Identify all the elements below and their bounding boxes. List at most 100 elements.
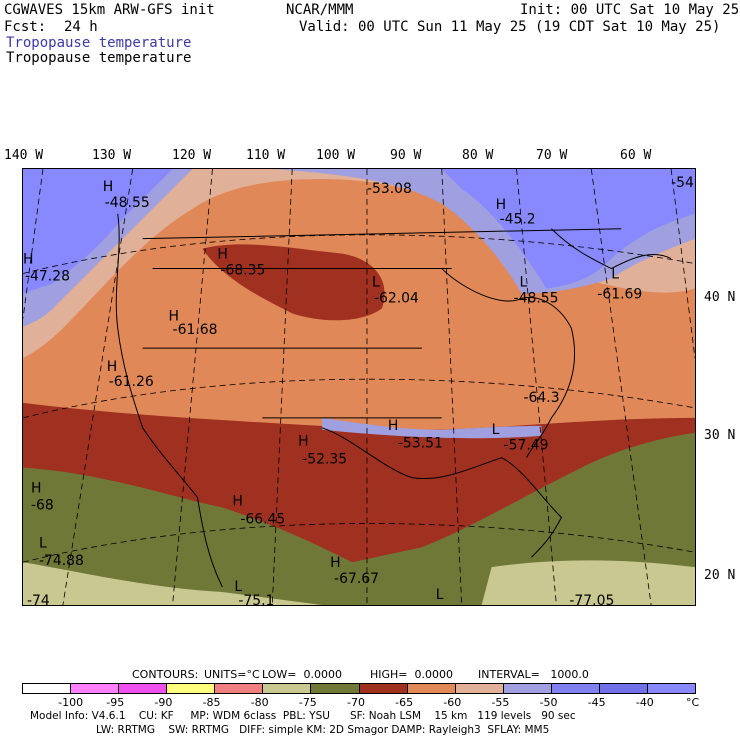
map-value: -45.2 <box>500 212 536 228</box>
colorbar-swatch <box>311 684 360 693</box>
field-minus75-west <box>23 562 323 605</box>
map-value: -67.67 <box>334 571 379 587</box>
contours-low: LOW= 0.0000 <box>262 668 342 681</box>
colorbar-swatch <box>359 684 408 693</box>
colorbar-tick-label: -45 <box>587 696 606 709</box>
map-value: -74 <box>27 593 50 606</box>
lon-label: 100 W <box>316 148 356 163</box>
colorbar-swatch <box>167 684 216 693</box>
colorbar-tick-label: -75 <box>298 696 317 709</box>
lon-label: 140 W <box>4 148 44 163</box>
map-value: -74.88 <box>39 553 84 569</box>
map-symbol: H <box>232 493 242 509</box>
map-symbol: L <box>611 267 619 283</box>
lon-label: 80 W <box>462 148 494 163</box>
map-value: -64.3 <box>524 390 560 406</box>
map-symbol: H <box>496 197 506 213</box>
colorbar-tick-label: -55 <box>491 696 510 709</box>
valid-time: Valid: 00 UTC Sun 11 May 25 (19 CDT Sat … <box>299 19 721 35</box>
fcst-value: 24 h <box>64 19 98 35</box>
lat-label: 40 N <box>704 290 736 305</box>
colorbar-tick-label: -90 <box>154 696 173 709</box>
map-symbol: H <box>31 481 41 497</box>
lon-label: 60 W <box>620 148 652 163</box>
map-value: -66.45 <box>240 511 285 527</box>
model-title: CGWAVES 15km ARW-GFS init <box>4 2 215 18</box>
field-minus45-west <box>23 169 173 294</box>
colorbar-swatch <box>119 684 168 693</box>
colorbar-tick-label: -85 <box>202 696 221 709</box>
field-title-blue: Tropopause temperature <box>6 35 192 51</box>
field-minus75-east <box>481 560 695 605</box>
field-minus50-mid <box>322 417 542 439</box>
map-symbol: H <box>330 555 340 571</box>
colorbar-tick-label: -80 <box>250 696 269 709</box>
colorbar-tick-label: -95 <box>106 696 125 709</box>
map-value: -61.69 <box>597 286 642 302</box>
map-value: -53.08 <box>367 181 412 197</box>
colorbar-swatch <box>71 684 120 693</box>
colorbar-tick-label: -60 <box>443 696 462 709</box>
map-symbol: H <box>217 247 227 263</box>
lon-label: 70 W <box>536 148 568 163</box>
map-symbol: L <box>492 422 500 438</box>
map-symbol: L <box>234 579 242 595</box>
colorbar-tick-label: -65 <box>395 696 414 709</box>
colorbar-swatch <box>648 684 696 693</box>
lon-label: 120 W <box>172 148 212 163</box>
map-value: -47.28 <box>25 268 70 284</box>
map-symbol: L <box>436 587 444 603</box>
field-minus45-east <box>441 169 695 289</box>
map-value: -68 <box>31 497 54 513</box>
map-value: -54.5 <box>671 175 696 191</box>
colorbar <box>22 683 696 694</box>
field-minus65-north <box>202 244 385 321</box>
map-value: -77.05 <box>569 593 614 606</box>
map-symbol: H <box>298 434 308 450</box>
map-value: -57.49 <box>504 438 549 454</box>
model-info-line1: Model Info: V4.6.1 CU: KF MP: WDM 6class… <box>30 710 576 722</box>
lon-label: 110 W <box>246 148 286 163</box>
map-symbol: L <box>372 274 380 290</box>
colorbar-swatch <box>215 684 264 693</box>
colorbar-swatch <box>263 684 312 693</box>
map-symbol: H <box>103 179 113 195</box>
colorbar-swatch <box>503 684 552 693</box>
model-info-line2: LW: RRTMG SW: RRTMG DIFF: simple KM: 2D … <box>96 724 550 736</box>
map-symbol: L <box>520 274 528 290</box>
map-value: -75.1 <box>238 593 274 606</box>
lat-label: 20 N <box>704 568 736 583</box>
colorbar-tick-label: -50 <box>539 696 558 709</box>
tropopause-temperature-map: H -48.55 H -47.28 -53.08 H -45.2 -54.5 H… <box>22 168 696 606</box>
lon-label: 90 W <box>390 148 422 163</box>
lat-label: 30 N <box>704 428 736 443</box>
contours-units: UNITS=°C <box>204 668 260 681</box>
graticule <box>23 169 695 605</box>
coastlines <box>115 213 672 588</box>
colorbar-unit: °C <box>686 696 700 709</box>
map-symbol: H <box>169 308 179 324</box>
field-title: Tropopause temperature <box>6 50 192 66</box>
colorbar-swatch <box>455 684 504 693</box>
map-value: -61.68 <box>173 322 218 338</box>
map-value: -62.04 <box>374 290 419 306</box>
contours-label: CONTOURS: <box>132 668 199 681</box>
lon-label: 130 W <box>92 148 132 163</box>
map-value: -53.51 <box>398 436 443 452</box>
map-symbol: H <box>107 359 117 375</box>
colorbar-swatch <box>599 684 649 693</box>
contours-high: HIGH= 0.0000 <box>370 668 454 681</box>
map-value: -52.35 <box>302 452 347 468</box>
map-symbol: H <box>23 252 33 268</box>
init-time: Init: 00 UTC Sat 10 May 25 <box>520 2 740 18</box>
contours-interval: INTERVAL= 1000.0 <box>478 668 589 681</box>
map-value: -48.55 <box>514 290 559 306</box>
map-symbol: H <box>388 418 398 434</box>
colorbar-swatch <box>407 684 456 693</box>
colorbar-tick-label: -100 <box>58 696 84 709</box>
colorbar-tick-label: -40 <box>635 696 654 709</box>
colorbar-tick-label: -70 <box>347 696 365 709</box>
map-value: -61.26 <box>109 374 154 390</box>
map-value: -48.55 <box>105 195 150 211</box>
map-value: -68.35 <box>220 263 265 279</box>
